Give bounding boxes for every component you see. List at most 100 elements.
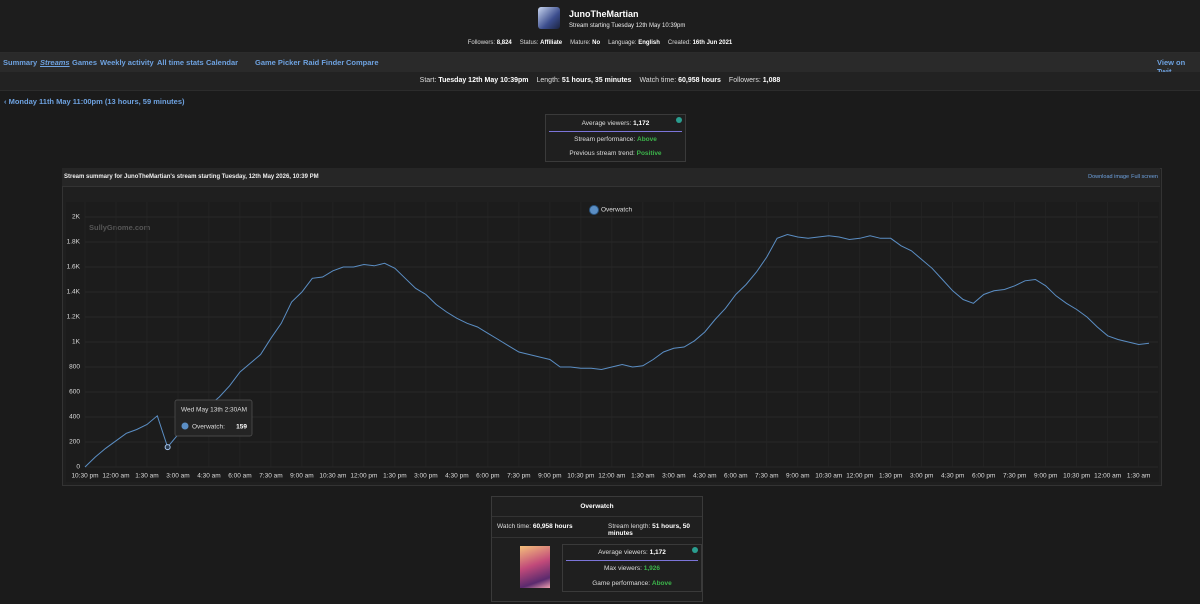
tooltip-value: 159 — [236, 424, 247, 431]
meta-label: Created: — [667, 40, 691, 46]
info-value: 1,172 — [633, 120, 650, 127]
meta-value: No — [592, 40, 601, 46]
x-tick-label: 10:30 am — [319, 473, 346, 480]
meta-label: Mature: — [570, 40, 591, 46]
meta-item: Created: 16th Jun 2021 — [668, 40, 732, 46]
nav-link[interactable]: Summary — [3, 58, 38, 67]
x-tick-label: 7:30 am — [259, 473, 283, 480]
nav-link[interactable]: Calendar — [206, 58, 239, 67]
divider — [492, 537, 702, 538]
x-tick-label: 10:30 pm — [1063, 473, 1090, 480]
x-tick-label: 10:30 pm — [567, 473, 594, 480]
info-row: Game performance: Above — [563, 580, 701, 587]
x-tick-label: 10:30 pm — [71, 473, 98, 480]
info-value: Above — [637, 136, 657, 143]
game-stat-label: Stream length: — [608, 523, 651, 530]
channel-meta: Followers: 8,824 Status: Affiliate Mature:… — [0, 40, 1200, 46]
back-link-text[interactable]: ‹ Monday 11th May 11:00pm (13 hours, 59 … — [4, 97, 185, 106]
stat-value: 1,088 — [762, 77, 781, 84]
info-label: Average viewers: — [598, 549, 648, 556]
y-tick-label: 200 — [69, 439, 80, 446]
x-tick-label: 6:00 am — [228, 473, 252, 480]
y-tick-label: 0 — [76, 464, 80, 471]
x-tick-label: 10:30 am — [815, 473, 842, 480]
fullscreen-link[interactable]: Full screen — [1131, 174, 1158, 180]
info-value: 1,172 — [649, 549, 666, 556]
info-row: Previous stream trend: Positive — [546, 150, 685, 157]
meta-value: 8,824 — [496, 40, 512, 46]
game-stat-label: Watch time: — [497, 523, 532, 530]
nav-link[interactable]: All time stats — [157, 58, 204, 67]
x-tick-label: 1:30 pm — [879, 473, 903, 480]
external-link[interactable]: View on Twit — [1157, 58, 1186, 76]
meta-value: English — [638, 40, 660, 46]
x-tick-label: 12:00 am — [1094, 473, 1121, 480]
x-tick-label: 9:00 pm — [538, 473, 562, 480]
info-label: Average viewers: — [581, 120, 632, 127]
info-row: Average viewers: 1,172 — [546, 120, 685, 127]
y-tick-label: 1.8K — [67, 239, 81, 246]
info-value: 1,926 — [643, 565, 661, 572]
nav-bar: Summary Streams Games Weekly activity All ti… — [0, 53, 1200, 76]
x-tick-label: 9:00 am — [290, 473, 314, 480]
x-tick-label: 6:00 pm — [972, 473, 996, 480]
chart-title: Stream summary for JunoTheMartian's stre… — [64, 174, 319, 180]
game-box-art[interactable] — [520, 546, 550, 588]
download-link[interactable]: Download image — [1088, 174, 1130, 180]
tooltip-title: Wed May 13th 2:30AM — [181, 407, 247, 414]
info-row: Stream performance: Above — [546, 136, 685, 143]
nav-tool-link[interactable]: Compare — [346, 58, 379, 67]
x-tick-label: 7:30 am — [755, 473, 779, 480]
meta-label: Followers: — [467, 40, 496, 46]
x-tick-label: 6:00 am — [724, 473, 748, 480]
game-stat-value: 51 hours, 50 minutes — [608, 523, 691, 537]
nav-link[interactable]: Games — [72, 58, 98, 67]
y-tick-label: 1.4K — [67, 289, 81, 296]
x-tick-label: 1:30 am — [135, 473, 159, 480]
stream-subtitle: Stream starting Tuesday 12th May 10:39pm — [569, 23, 686, 29]
meta-value: 16th Jun 2021 — [692, 40, 733, 46]
game-stat: Watch time: 60,958 hours — [497, 523, 573, 530]
y-tick-label: 400 — [69, 414, 80, 421]
stat-label: Start: — [419, 77, 437, 84]
x-tick-label: 4:30 am — [197, 473, 221, 480]
channel-name[interactable]: JunoTheMartian — [569, 9, 639, 19]
x-tick-label: 12:00 pm — [350, 473, 377, 480]
info-label: Max viewers: — [603, 565, 642, 572]
watermark: SullyGnome.com — [89, 223, 151, 232]
y-tick-label: 1.6K — [67, 264, 81, 271]
x-tick-label: 7:30 pm — [1003, 473, 1027, 480]
tooltip-label: Overwatch: — [192, 424, 225, 431]
meta-item: Language: English — [608, 40, 660, 46]
y-tick-label: 1K — [72, 339, 81, 346]
legend-label: Overwatch — [601, 207, 632, 214]
x-tick-label: 7:30 pm — [507, 473, 531, 480]
info-value: Above — [651, 580, 672, 587]
x-tick-label: 12:00 am — [102, 473, 129, 480]
nav-link[interactable]: Streams — [40, 58, 70, 67]
stat-label: Followers: — [728, 77, 761, 84]
stat-item: Start: Tuesday 12th May 10:39pm — [420, 77, 529, 84]
game-details-box: Average viewers: 1,172 Max viewers: 1,926… — [562, 544, 702, 592]
game-stat-value: 60,958 hours — [532, 523, 573, 530]
info-icon[interactable] — [676, 117, 682, 123]
x-tick-label: 9:00 pm — [1034, 473, 1058, 480]
info-label: Previous stream trend: — [569, 150, 635, 157]
x-tick-label: 3:00 am — [662, 473, 686, 480]
stat-item: Followers: 1,088 — [729, 77, 780, 84]
back-link-label[interactable]: Monday 11th May 11:00pm (13 hours, 59 mi… — [8, 97, 185, 106]
stat-value: 60,958 hours — [678, 77, 721, 84]
x-tick-label: 9:00 am — [786, 473, 810, 480]
y-tick-label: 1.2K — [67, 314, 81, 321]
back-link[interactable]: ‹ Monday 11th May 11:00pm (13 hours, 59 … — [4, 97, 184, 106]
divider — [492, 516, 702, 517]
meta-value: Affiliate — [540, 40, 563, 46]
nav-tool-link[interactable]: Raid Finder — [303, 58, 345, 67]
x-tick-label: 3:00 am — [166, 473, 190, 480]
info-icon[interactable] — [692, 547, 698, 553]
nav-link[interactable]: Weekly activity — [100, 58, 154, 67]
x-tick-label: 12:00 pm — [846, 473, 873, 480]
meta-label: Status: — [519, 40, 539, 46]
nav-tool-link[interactable]: Game Picker — [255, 58, 301, 67]
